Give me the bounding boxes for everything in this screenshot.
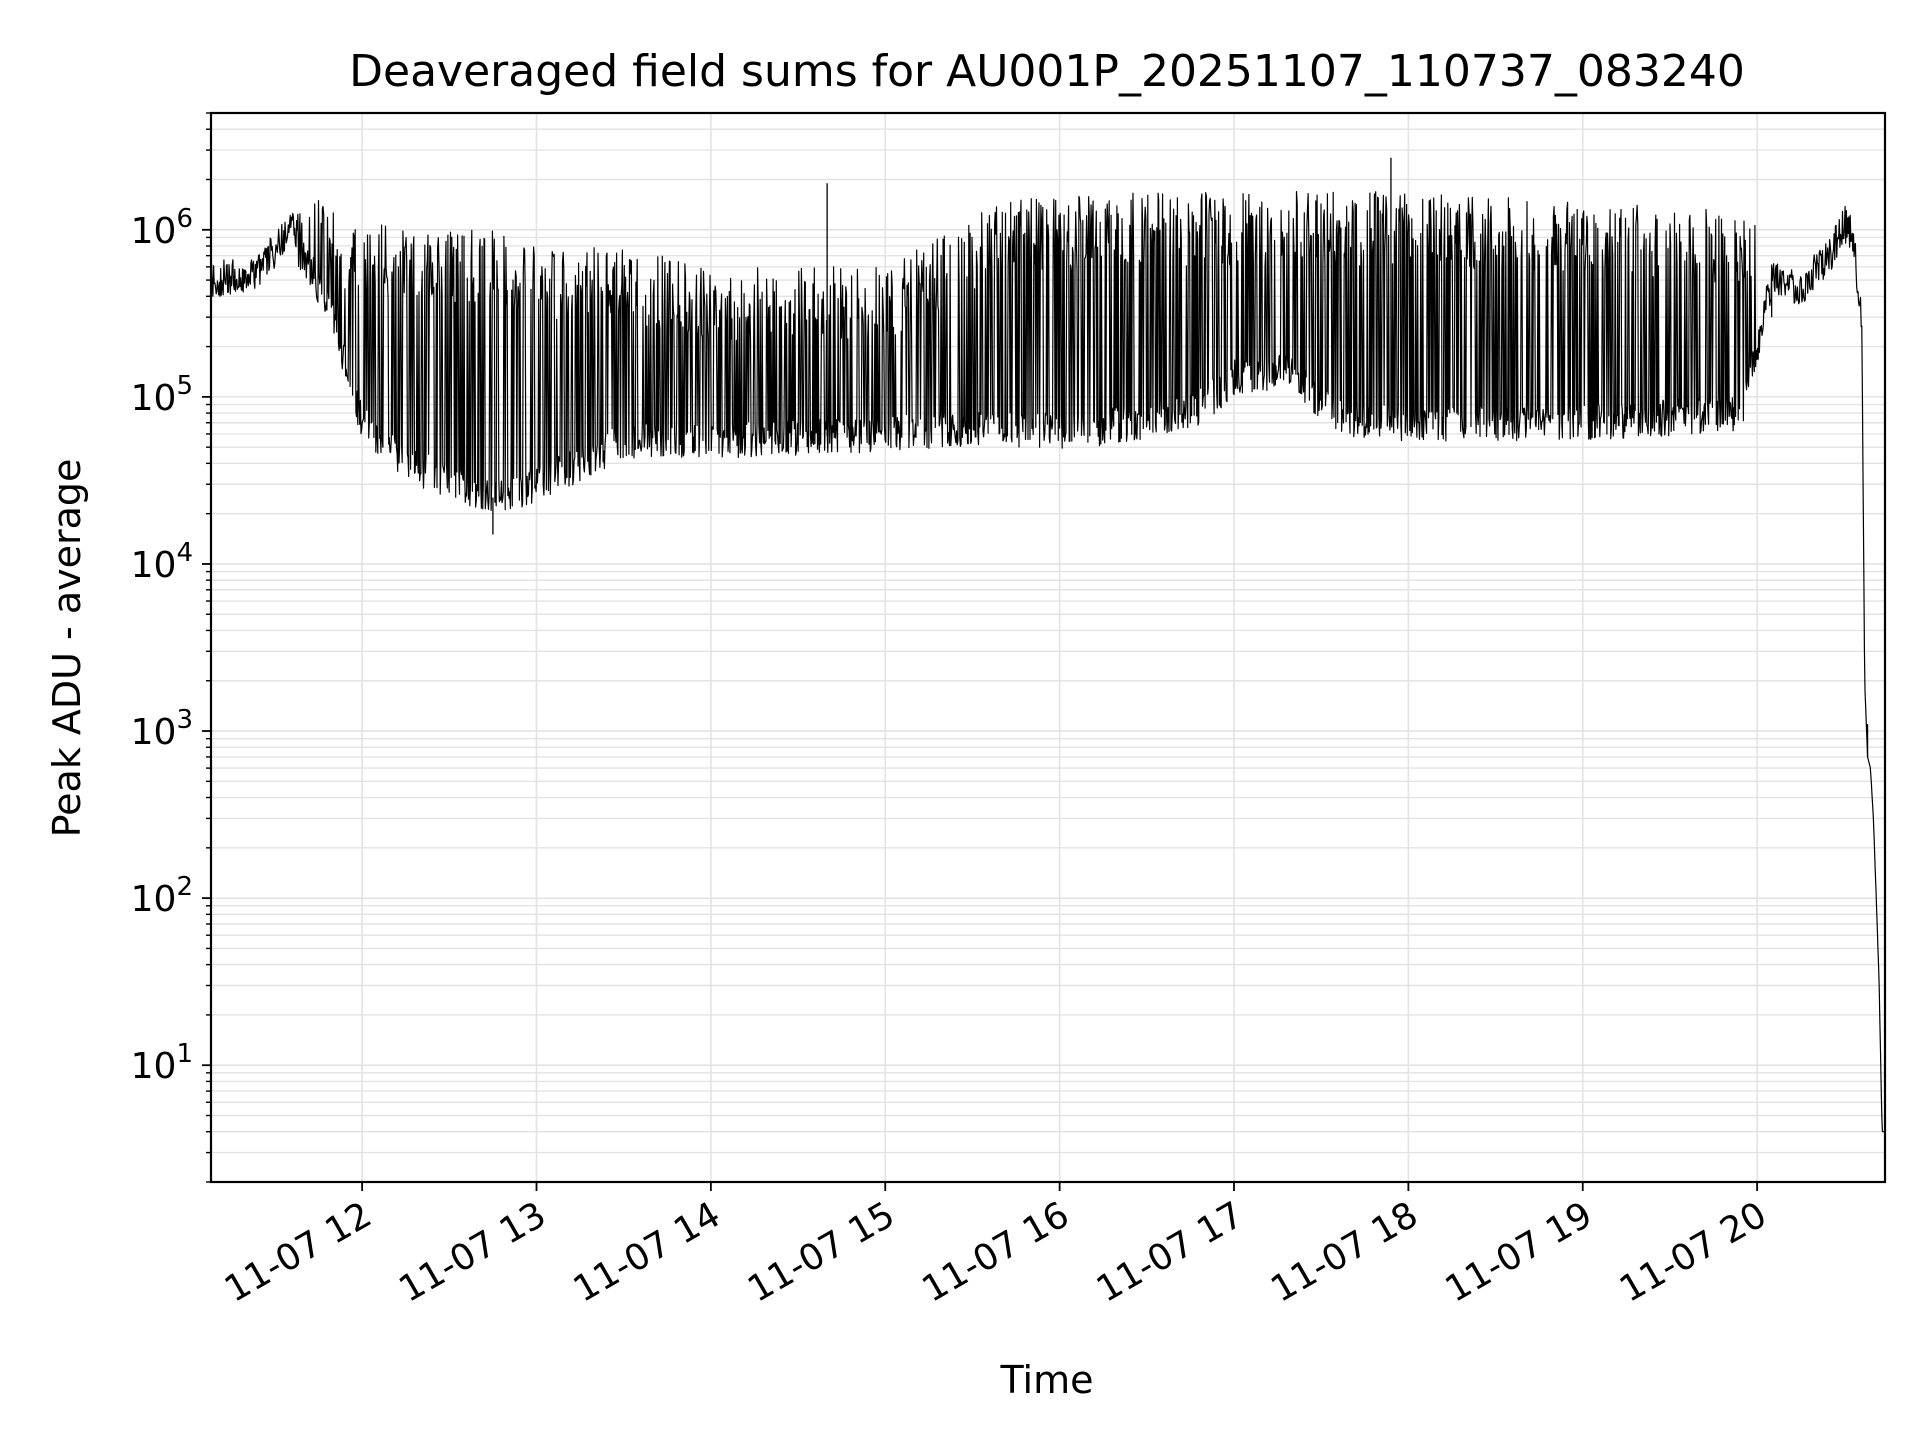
chart-title: Deaveraged field sums for AU001P_2025110… — [349, 46, 1745, 97]
plot-frame — [209, 111, 1887, 1184]
y-tick-label: 102 — [131, 872, 193, 920]
data-series — [210, 157, 1885, 1133]
x-tick-label: 11-07 16 — [915, 1194, 1076, 1310]
y-axis-label: Peak ADU - average — [45, 459, 89, 838]
y-tick-label: 105 — [131, 371, 193, 419]
y-tick-label: 104 — [131, 538, 193, 586]
y-tick-label: 101 — [131, 1039, 193, 1087]
y-tick-label: 103 — [131, 705, 193, 753]
x-tick-label: 11-07 20 — [1613, 1194, 1774, 1310]
x-tick-label: 11-07 17 — [1090, 1194, 1251, 1310]
y-axis: 101 102 103 104 105 106 — [131, 112, 211, 1183]
x-tick-label: 11-07 14 — [567, 1194, 728, 1310]
x-tick-label: 11-07 13 — [392, 1194, 553, 1310]
x-tick-label: 11-07 12 — [218, 1194, 379, 1310]
series-line — [210, 191, 1885, 1133]
y-tick-label: 106 — [131, 204, 193, 252]
x-axis-label: Time — [1000, 1358, 1094, 1402]
x-tick-label: 11-07 18 — [1264, 1194, 1425, 1310]
x-tick-label: 11-07 19 — [1439, 1194, 1600, 1310]
x-axis: 11-07 12 11-07 13 11-07 14 11-07 15 11-07 16… — [218, 1182, 1774, 1311]
x-tick-label: 11-07 15 — [741, 1194, 902, 1310]
